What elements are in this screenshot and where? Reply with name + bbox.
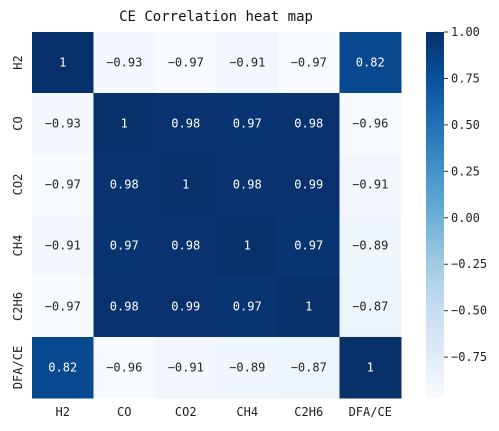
x-tick-label: DFA/CE (349, 405, 392, 419)
cell-value-label: 0.98 (110, 178, 139, 192)
cell-value-label: 0.97 (110, 239, 139, 253)
cell-value-label: 0.98 (233, 178, 262, 192)
cell-value-label: −0.91 (352, 178, 388, 192)
cell-value-label: 0.98 (110, 300, 139, 314)
heatmap-cell (278, 215, 340, 277)
cell-value-label: 0.97 (294, 239, 323, 253)
cell-value-label: 1 (244, 239, 251, 253)
x-tick-label: CH4 (236, 405, 258, 419)
colorbar (426, 32, 444, 398)
heatmap-cell (278, 276, 340, 338)
heatmap-cell (155, 276, 217, 338)
cell-value-label: −0.97 (45, 178, 81, 192)
cell-value-label: −0.87 (291, 361, 327, 375)
cell-value-label: 1 (59, 56, 66, 70)
heatmap-cell (216, 93, 279, 155)
heatmap-cell (155, 32, 217, 94)
heatmap-cell (216, 276, 279, 338)
colorbar-tick-label: 0.25 (451, 164, 480, 178)
cell-value-label: 0.97 (233, 117, 262, 131)
x-tick-label: C2H6 (294, 405, 323, 419)
heatmap-cell (93, 154, 156, 216)
heatmap-cell (339, 337, 402, 399)
cell-value-label: 0.98 (171, 239, 200, 253)
cell-value-label: −0.97 (45, 300, 81, 314)
chart-title: CE Correlation heat map (119, 9, 313, 25)
heatmap-cell (32, 32, 94, 94)
heatmap-cell (216, 32, 279, 94)
heatmap-cell (216, 215, 279, 277)
cell-value-label: −0.96 (352, 117, 388, 131)
cell-value-label: −0.97 (168, 56, 204, 70)
colorbar-tick-label: −0.25 (451, 257, 487, 271)
cell-value-label: −0.89 (352, 239, 388, 253)
cell-value-label: −0.93 (45, 117, 81, 131)
cell-value-label: 0.82 (356, 56, 385, 70)
cell-value-label: 0.98 (171, 117, 200, 131)
y-axis-labels: H2 CO CO2 CH4 C2H6 DFA/CE (11, 55, 25, 389)
cell-value-label: 0.82 (48, 361, 77, 375)
heatmap-cell (155, 337, 217, 399)
heatmap-cell (93, 93, 156, 155)
heatmap-cell (155, 215, 217, 277)
colorbar-tick-label: 0.50 (451, 118, 480, 132)
cell-value-label: 0.99 (171, 300, 200, 314)
heatmap-cell (216, 337, 279, 399)
y-tick-label: H2 (11, 55, 25, 69)
heatmap-cell (278, 337, 340, 399)
y-tick-label: C2H6 (11, 292, 25, 321)
x-axis-labels: H2 CO CO2 CH4 C2H6 DFA/CE (56, 405, 392, 419)
heatmap-cell (155, 154, 217, 216)
colorbar-tick-label: 1.00 (451, 25, 480, 39)
heatmap-cell (216, 154, 279, 216)
heatmap-cell (93, 276, 156, 338)
cell-value-label: 1 (121, 117, 128, 131)
x-tick-label: CO2 (175, 405, 197, 419)
y-tick-label: CH4 (11, 235, 25, 257)
cell-value-label: −0.93 (106, 56, 142, 70)
cell-value-label: −0.91 (45, 239, 81, 253)
cell-value-label: −0.89 (229, 361, 265, 375)
heatmap-cell (93, 215, 156, 277)
y-tick-label: DFA/CE (11, 346, 25, 389)
colorbar-tick-label: −0.50 (451, 304, 487, 318)
heatmap-cell (155, 93, 217, 155)
cell-value-label: 1 (305, 300, 312, 314)
x-tick-label: CO (117, 405, 131, 419)
cell-value-label: −0.91 (168, 361, 204, 375)
y-tick-label: CO (11, 116, 25, 130)
cell-value-label: 1 (367, 361, 374, 375)
heatmap-cell (32, 154, 94, 216)
heatmap-cell (32, 276, 94, 338)
heatmap-cell (339, 215, 402, 277)
colorbar-tick-label: −0.75 (451, 350, 487, 364)
heatmap-cell (32, 337, 94, 399)
heatmap-cell (339, 32, 402, 94)
cell-value-label: 0.97 (233, 300, 262, 314)
heatmap-cells: 1 −0.93 −0.97 −0.91 −0.97 0.82 −0.93 1 0.98 0.97 0… (32, 32, 402, 399)
cell-value-label: 0.99 (294, 178, 323, 192)
heatmap-cell (278, 154, 340, 216)
cell-value-label: 1 (182, 178, 189, 192)
heatmap-cell (93, 32, 156, 94)
cell-value-label: −0.91 (229, 56, 265, 70)
heatmap-cell (32, 93, 94, 155)
cell-value-label: 0.98 (294, 117, 323, 131)
heatmap-cell (93, 337, 156, 399)
x-tick-label: H2 (56, 405, 70, 419)
heatmap-cell (278, 32, 340, 94)
cell-value-label: −0.96 (106, 361, 142, 375)
colorbar-tick-label: 0.75 (451, 71, 480, 85)
y-tick-label: CO2 (11, 174, 25, 196)
cell-value-label: −0.97 (291, 56, 327, 70)
colorbar-ticks: 1.00 0.75 0.50 0.25 0.00 −0.25 −0.50 −0.75 (444, 25, 487, 364)
heatmap-cell (339, 276, 402, 338)
heatmap-cell (32, 215, 94, 277)
heatmap-cell (278, 93, 340, 155)
heatmap-cell (339, 154, 402, 216)
cell-value-label: −0.87 (352, 300, 388, 314)
heatmap-cell (339, 93, 402, 155)
colorbar-tick-label: 0.00 (451, 211, 480, 225)
